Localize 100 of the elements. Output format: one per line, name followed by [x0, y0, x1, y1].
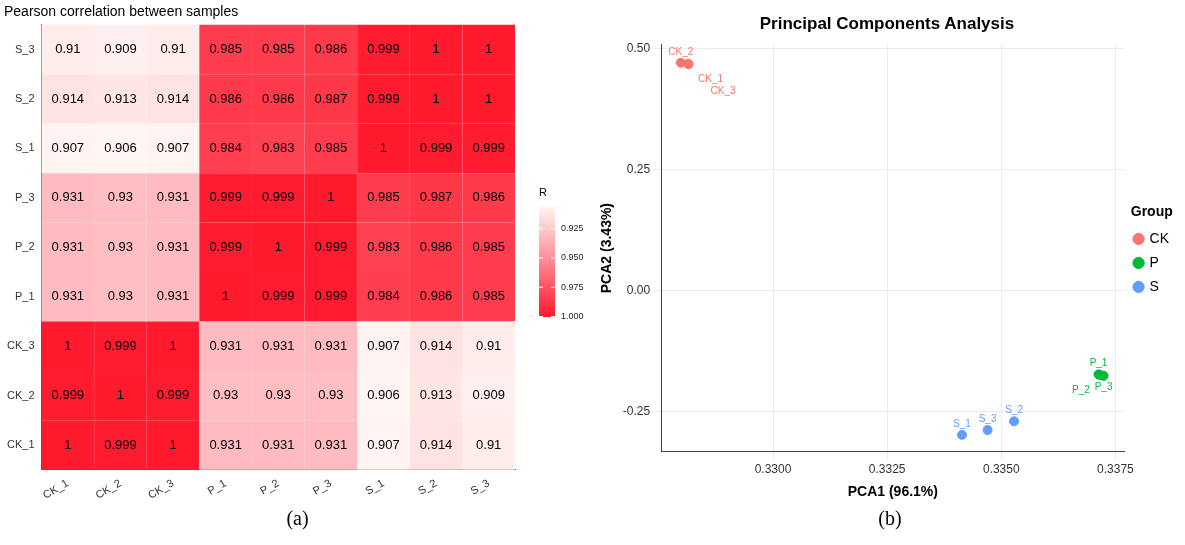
- x-tick-label: S_3: [468, 476, 492, 497]
- x-tick-label: P_3: [310, 476, 334, 497]
- data-label: 0.999: [367, 90, 400, 106]
- x-tick-label: 0.3325: [868, 462, 906, 477]
- text: (a): [285, 507, 310, 530]
- data-label: 0.985: [367, 189, 400, 205]
- data-label: 0.999: [156, 387, 190, 403]
- x-tick-label: P_2: [257, 476, 281, 497]
- data-label: 0.914: [51, 90, 85, 106]
- color-bar-label: 0.950: [561, 252, 584, 263]
- data-label: 0.914: [419, 436, 453, 452]
- x-tick-label: 0.3300: [754, 462, 792, 477]
- data-label: 0.914: [156, 90, 190, 106]
- data-label: 1: [274, 238, 282, 254]
- data-label: 0.93: [212, 387, 239, 403]
- y-axis-title: PCA2 (3.43%): [598, 202, 615, 294]
- x-tick-label: CK_1: [40, 476, 71, 501]
- data-label: 0.999: [104, 436, 137, 452]
- y-tick-label: S_2: [14, 92, 35, 104]
- data-label: 1: [169, 337, 177, 353]
- annotation: CK_2: [668, 45, 694, 57]
- data-label: 0.999: [261, 288, 295, 304]
- data-label: 0.987: [419, 189, 453, 205]
- x-tick-label: 0.3375: [1097, 462, 1135, 477]
- data-label: 0.931: [156, 238, 190, 254]
- data-label: 1: [327, 189, 335, 205]
- data-label: 0.931: [209, 337, 242, 353]
- data-label: 0.907: [156, 139, 190, 155]
- data-label: 0.931: [51, 288, 85, 304]
- y-tick-label: -0.25: [622, 403, 651, 418]
- data-label: 1: [379, 139, 388, 155]
- data-label: 0.909: [104, 41, 137, 57]
- data-label: 0.999: [367, 41, 400, 57]
- data-label: 0.986: [209, 90, 242, 106]
- data-label: 0.986: [419, 238, 453, 254]
- annotation: S_2: [1005, 404, 1024, 416]
- legend-title: Group: [1130, 202, 1173, 219]
- y-tick-label: 0.25: [626, 162, 651, 177]
- data-label: 0.907: [367, 436, 400, 452]
- data-label: 1: [432, 90, 440, 106]
- data-label: 0.931: [261, 337, 295, 353]
- chart-title: Principal Components Analysis: [759, 13, 1015, 33]
- annotation: S_1: [953, 417, 972, 429]
- color-bar-label: 1.000: [561, 310, 584, 321]
- data-label: 1: [64, 337, 72, 353]
- data-label: 0.986: [314, 41, 348, 57]
- data-label: 0.999: [419, 139, 453, 155]
- data-label: 0.983: [367, 238, 400, 254]
- y-tick-label: S_3: [14, 42, 35, 55]
- color-bar-label: 0.925: [561, 223, 584, 234]
- data-label: 0.93: [107, 288, 134, 304]
- data-label: 0.985: [472, 288, 505, 304]
- data-label: 1: [222, 288, 230, 304]
- y-tick-label: 0.00: [626, 282, 651, 297]
- data-label: 0.931: [209, 436, 242, 452]
- y-tick-label: P_1: [14, 289, 35, 302]
- data-label: 1: [432, 41, 440, 57]
- data-label: 0.983: [261, 139, 295, 155]
- data-label: 0.931: [156, 288, 190, 304]
- data-label: 1: [64, 436, 72, 452]
- y-tick-label: 0.50: [626, 41, 651, 56]
- x-tick-label: S_2: [415, 476, 439, 497]
- data-label: 1: [485, 90, 493, 106]
- data-label: 0.986: [419, 288, 453, 304]
- data-label: 0.985: [314, 139, 348, 155]
- x-tick-label: S_1: [363, 476, 386, 497]
- data-label: 0.931: [51, 238, 85, 254]
- y-tick-label: P_3: [14, 190, 35, 203]
- x-axis-title: PCA1 (96.1%): [847, 483, 938, 500]
- data-label: 0.999: [314, 238, 348, 254]
- data-label: 0.985: [209, 41, 242, 57]
- data-label: 0.906: [367, 387, 400, 403]
- annotation: P_3: [1094, 380, 1113, 392]
- data-label: 0.91: [476, 337, 502, 353]
- text: (b): [877, 507, 903, 530]
- data-label: 0.93: [265, 387, 291, 403]
- data-label: 0.931: [314, 436, 348, 452]
- data-label: 0.93: [318, 387, 344, 403]
- data-label: 0.999: [209, 238, 242, 254]
- data-label: 0.999: [261, 189, 295, 205]
- data-label: 0.914: [419, 337, 453, 353]
- data-label: 0.91: [476, 436, 502, 452]
- color-bar-title: R: [539, 185, 547, 198]
- legend-label: P: [1149, 253, 1159, 270]
- y-tick-label: P_2: [14, 240, 35, 253]
- data-label: 0.999: [104, 337, 137, 353]
- data-label: 0.907: [367, 337, 400, 353]
- y-tick-label: CK_1: [6, 438, 35, 451]
- data-label: 0.913: [104, 90, 137, 106]
- data-label: 0.93: [107, 238, 134, 254]
- data-label: 0.999: [209, 189, 242, 205]
- data-label: 0.913: [419, 387, 453, 403]
- data-label: 0.999: [51, 387, 85, 403]
- y-tick-label: S_1: [14, 141, 35, 154]
- color-bar-label: 0.975: [561, 281, 584, 292]
- annotation: P_2: [1072, 383, 1091, 395]
- data-label: 0.93: [107, 189, 134, 205]
- annotation: CK_1: [698, 72, 724, 84]
- data-label: 0.91: [55, 41, 81, 57]
- x-tick-label: 0.3350: [982, 462, 1020, 477]
